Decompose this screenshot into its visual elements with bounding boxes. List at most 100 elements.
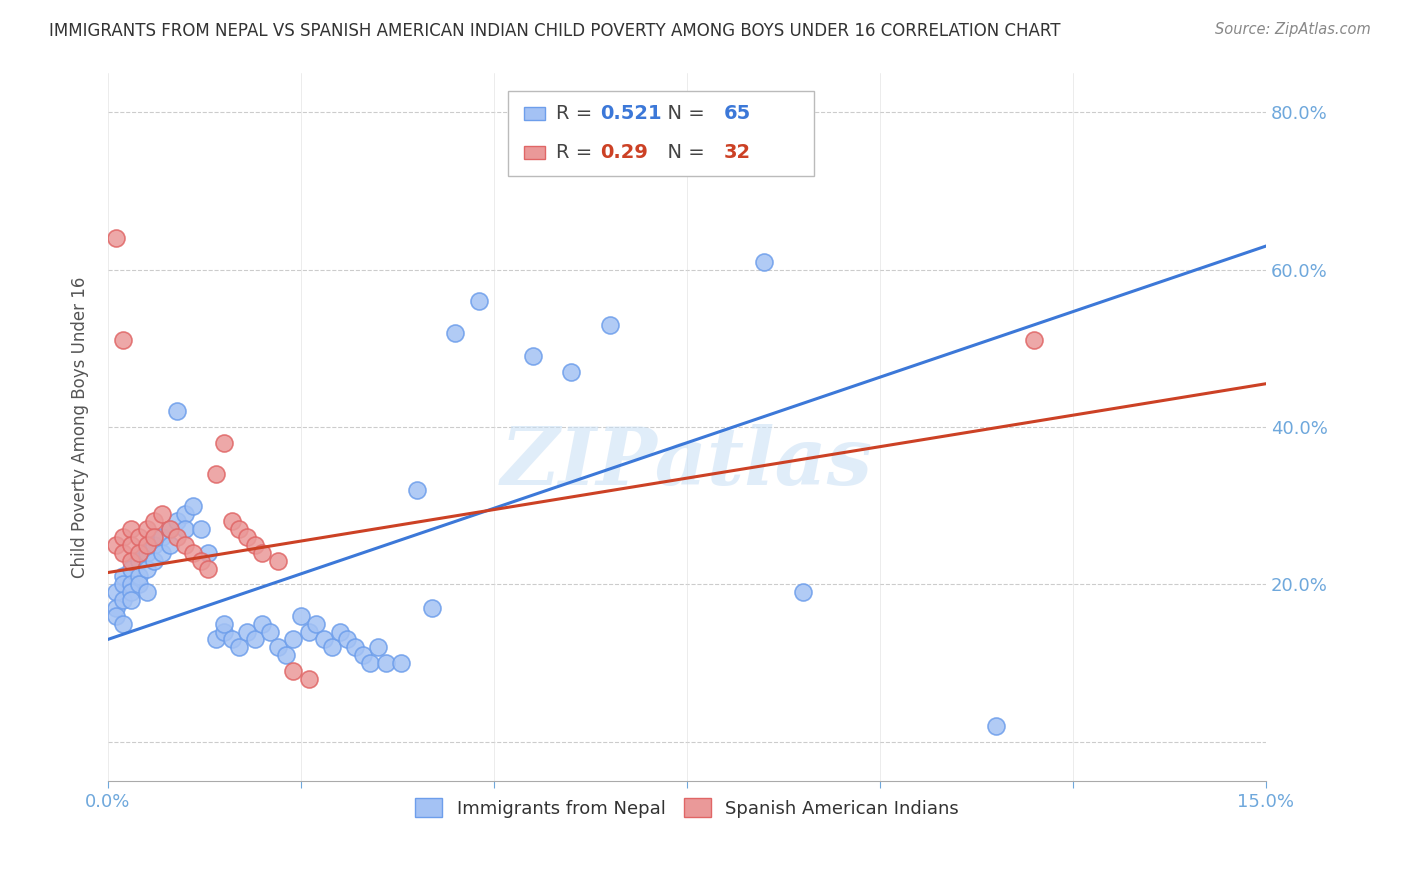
Point <box>267 640 290 655</box>
Y-axis label: Child Poverty Among Boys Under 16: Child Poverty Among Boys Under 16 <box>72 277 89 578</box>
Point <box>283 632 305 647</box>
Point <box>298 672 321 686</box>
Point <box>228 640 250 655</box>
Point <box>259 624 281 639</box>
Point <box>104 601 127 615</box>
FancyBboxPatch shape <box>523 146 544 159</box>
Text: N =: N = <box>655 103 710 123</box>
Point <box>135 561 157 575</box>
Point <box>174 522 197 536</box>
Point <box>267 554 290 568</box>
Point <box>128 569 150 583</box>
Point <box>374 656 396 670</box>
Point <box>212 616 235 631</box>
Point <box>120 585 142 599</box>
Point <box>150 530 173 544</box>
Point <box>560 365 582 379</box>
Point <box>112 334 135 348</box>
Point <box>135 522 157 536</box>
Text: 32: 32 <box>724 143 751 161</box>
Text: 65: 65 <box>724 103 751 123</box>
Point <box>128 577 150 591</box>
Point <box>252 546 274 560</box>
Point <box>305 616 328 631</box>
Point <box>444 326 467 340</box>
Point <box>128 530 150 544</box>
Point <box>120 577 142 591</box>
Point <box>135 585 157 599</box>
Text: 0.521: 0.521 <box>600 103 662 123</box>
Point <box>290 608 312 623</box>
Point <box>197 561 219 575</box>
Legend: Immigrants from Nepal, Spanish American Indians: Immigrants from Nepal, Spanish American … <box>408 791 966 825</box>
Point <box>243 538 266 552</box>
FancyBboxPatch shape <box>508 91 814 176</box>
Point <box>1024 334 1046 348</box>
Point <box>112 546 135 560</box>
Point <box>181 499 204 513</box>
Point <box>120 522 142 536</box>
Point <box>190 554 212 568</box>
Text: 0.29: 0.29 <box>600 143 648 161</box>
Point <box>298 624 321 639</box>
Point <box>181 546 204 560</box>
Text: IMMIGRANTS FROM NEPAL VS SPANISH AMERICAN INDIAN CHILD POVERTY AMONG BOYS UNDER : IMMIGRANTS FROM NEPAL VS SPANISH AMERICA… <box>49 22 1060 40</box>
Point <box>359 656 381 670</box>
Point <box>159 522 181 536</box>
Point <box>120 593 142 607</box>
Point <box>104 608 127 623</box>
Point <box>159 538 181 552</box>
Point <box>792 585 814 599</box>
Point <box>143 554 166 568</box>
Point <box>329 624 352 639</box>
Point <box>221 515 243 529</box>
Point <box>143 538 166 552</box>
Point <box>120 561 142 575</box>
Point <box>166 515 188 529</box>
Point <box>104 585 127 599</box>
Point <box>336 632 359 647</box>
Point <box>112 577 135 591</box>
Point <box>190 522 212 536</box>
Point <box>212 435 235 450</box>
Point <box>221 632 243 647</box>
Point <box>104 231 127 245</box>
Point <box>135 538 157 552</box>
Point <box>174 538 197 552</box>
Text: Source: ZipAtlas.com: Source: ZipAtlas.com <box>1215 22 1371 37</box>
Point <box>120 554 142 568</box>
Point <box>405 483 427 497</box>
Point <box>205 467 228 482</box>
Point <box>314 632 336 647</box>
Point <box>205 632 228 647</box>
Point <box>166 404 188 418</box>
Point <box>112 569 135 583</box>
Point <box>112 593 135 607</box>
Point <box>120 538 142 552</box>
Point <box>243 632 266 647</box>
Point <box>467 294 489 309</box>
Point <box>367 640 389 655</box>
Text: R =: R = <box>557 143 599 161</box>
Point <box>143 530 166 544</box>
FancyBboxPatch shape <box>523 107 544 120</box>
Point <box>522 349 544 363</box>
Point <box>236 624 259 639</box>
Point <box>159 522 181 536</box>
Point <box>150 507 173 521</box>
Point <box>321 640 343 655</box>
Point <box>128 546 150 560</box>
Point <box>174 507 197 521</box>
Point <box>389 656 412 670</box>
Point <box>135 546 157 560</box>
Point <box>344 640 367 655</box>
Point <box>420 601 443 615</box>
Point <box>283 664 305 678</box>
Text: ZIPatlas: ZIPatlas <box>501 424 873 501</box>
Point <box>112 530 135 544</box>
Point <box>599 318 621 332</box>
Point <box>228 522 250 536</box>
Point <box>112 616 135 631</box>
Point <box>104 538 127 552</box>
Text: R =: R = <box>557 103 599 123</box>
